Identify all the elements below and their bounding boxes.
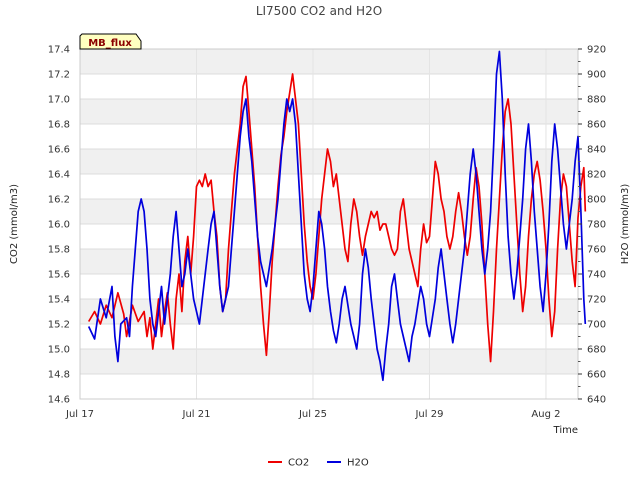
x-tick-label: Jul 25: [298, 409, 327, 420]
y-tick-label: 15.6: [48, 270, 70, 281]
y-tick-label: 17.0: [48, 95, 70, 106]
y2-tick-label: 860: [587, 120, 606, 131]
legend: CO2 H2O: [268, 458, 369, 469]
series-line-h2o: [87, 50, 587, 382]
plot-band: [80, 249, 578, 274]
x-tick-label: Jul 21: [182, 409, 211, 420]
y-tick-label: 16.4: [48, 170, 70, 181]
badge-label: MB_flux: [88, 38, 132, 49]
series-line-co2: [87, 73, 587, 363]
y-tick-label: 14.6: [48, 395, 70, 406]
y2-tick-label: 880: [587, 95, 606, 106]
y-axis-ticks: 14.6 14.8 15.0 15.2 15.4 15.6 15.8 16.0 16.2 16.4…: [48, 45, 70, 406]
y-tick-label: 16.0: [48, 220, 70, 231]
y-tick-label: 14.8: [48, 370, 70, 381]
y-tick-label: 16.8: [48, 120, 70, 131]
x-tick-label: Jul 29: [414, 409, 443, 420]
y-tick-label: 17.4: [48, 45, 70, 56]
y2-tick-label: 700: [587, 320, 606, 331]
y2-axis-ticks: 640 660 680 700 720 740 760 780 800 820 840 860 880 9…: [578, 45, 606, 406]
y2-tick-label: 920: [587, 45, 606, 56]
y2-tick-label: 780: [587, 220, 606, 231]
x-tick-label: Aug 2: [531, 409, 560, 420]
x-axis-ticks: Jul 17 Jul 21 Jul 25 Jul 29 Aug 2: [65, 409, 560, 420]
legend-label-h2o: H2O: [347, 458, 369, 469]
mb-flux-badge: MB_flux: [79, 33, 142, 50]
y2-tick-label: 680: [587, 345, 606, 356]
y2-tick-label: 820: [587, 170, 606, 181]
y2-tick-label: 840: [587, 145, 606, 156]
y2-tick-label: 740: [587, 270, 606, 281]
plot-band: [80, 349, 578, 374]
chart-title: LI7500 CO2 and H2O: [256, 4, 382, 18]
y-tick-label: 16.6: [48, 145, 70, 156]
legend-label-co2: CO2: [288, 458, 309, 469]
series-layer: [87, 50, 587, 382]
y-tick-label: 17.2: [48, 70, 70, 81]
y2-tick-label: 900: [587, 70, 606, 81]
y2-tick-label: 640: [587, 395, 606, 406]
y-axis-title: CO2 (mmol/m3): [9, 184, 20, 264]
y2-tick-label: 760: [587, 245, 606, 256]
plot-band: [80, 199, 578, 224]
y2-tick-label: 660: [587, 370, 606, 381]
plot-band: [80, 49, 578, 74]
x-tick-label: Jul 17: [65, 409, 94, 420]
x-axis-title: Time: [553, 425, 578, 436]
y2-axis-title: H2O (mmol/m3): [620, 184, 631, 265]
y-tick-label: 15.0: [48, 345, 70, 356]
y-tick-label: 15.4: [48, 295, 70, 306]
y-tick-label: 15.2: [48, 320, 70, 331]
y2-tick-label: 800: [587, 195, 606, 206]
y-tick-label: 15.8: [48, 245, 70, 256]
y-tick-label: 16.2: [48, 195, 70, 206]
badge-shape: [79, 33, 142, 50]
y2-tick-label: 720: [587, 295, 606, 306]
